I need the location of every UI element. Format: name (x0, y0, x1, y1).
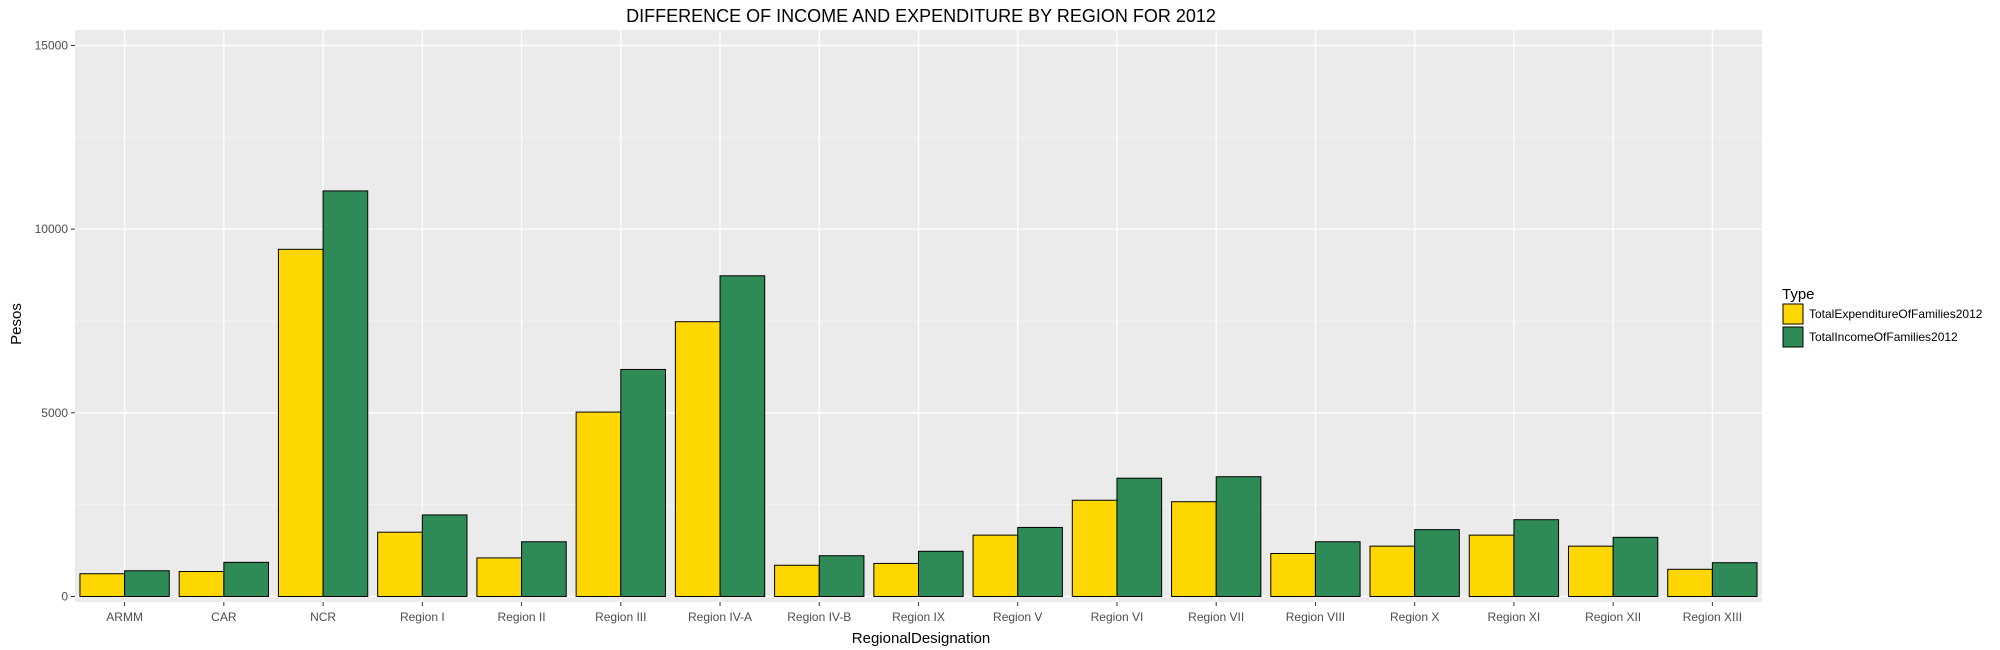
bar (521, 541, 567, 597)
x-tick-label: ARMM (106, 610, 143, 624)
bar (322, 190, 369, 597)
legend-title: Type (1782, 286, 1815, 303)
bar (1071, 499, 1118, 597)
legend-key (1782, 303, 1804, 325)
x-tick-label: Region III (595, 610, 646, 624)
bar (674, 321, 721, 597)
bar (1314, 541, 1361, 597)
bar (178, 571, 225, 597)
plot-panel: 0 5000 10000 15000 ARMM CAR NCR Region I Region … (35, 30, 1762, 624)
y-tick-label: 10000 (35, 222, 69, 236)
bar (1567, 545, 1614, 597)
bar (421, 514, 468, 597)
bar (972, 534, 1019, 597)
legend: Type TotalExpenditureOfFamilies2012 Total… (1782, 286, 1983, 348)
legend-key (1782, 326, 1804, 348)
bar (79, 573, 126, 597)
bar (124, 570, 170, 597)
bar (1017, 526, 1063, 597)
y-tick-label: 0 (61, 589, 68, 603)
bar (377, 531, 423, 597)
bar (918, 550, 964, 597)
bar (719, 275, 766, 597)
bar (1667, 568, 1713, 597)
legend-label: TotalExpenditureOfFamilies2012 (1809, 307, 1983, 321)
bar (1215, 476, 1262, 597)
bar (575, 411, 622, 597)
x-tick-label: Region V (993, 610, 1042, 624)
x-tick-label: Region XII (1585, 610, 1641, 624)
legend-label: TotalIncomeOfFamilies2012 (1809, 330, 1958, 344)
x-tick-label: NCR (310, 610, 336, 624)
bar (873, 562, 919, 597)
x-tick-label: Region XI (1488, 610, 1541, 624)
bar (277, 248, 324, 597)
chart-title: DIFFERENCE OF INCOME AND EXPENDITURE BY … (626, 6, 1216, 26)
x-tick-label: Region I (400, 610, 445, 624)
x-tick-label: Region IX (892, 610, 945, 624)
bar (818, 555, 865, 597)
bar (1468, 534, 1515, 597)
x-tick-label: Region X (1390, 610, 1439, 624)
x-tick-label: Region IV-B (787, 610, 851, 624)
y-tick-label: 5000 (41, 406, 68, 420)
bar (1612, 536, 1659, 597)
x-tick-label: Region VIII (1286, 610, 1345, 624)
x-tick-label: CAR (211, 610, 237, 624)
x-tick-label: Region XIII (1683, 610, 1742, 624)
bar (1116, 477, 1163, 597)
x-axis-title: RegionalDesignation (852, 630, 990, 647)
y-tick-label: 15000 (35, 38, 69, 52)
bar (476, 557, 523, 597)
bar (1513, 519, 1560, 597)
bar (1369, 545, 1416, 597)
bar (1711, 562, 1758, 597)
bar (1414, 529, 1460, 597)
bar (223, 561, 270, 597)
x-tick-label: Region VII (1188, 610, 1244, 624)
bar (620, 368, 666, 597)
x-tick-label: Region VI (1091, 610, 1144, 624)
bar (1171, 501, 1217, 597)
bar (774, 564, 820, 597)
y-axis-title: Pesos (8, 303, 25, 345)
bar (1270, 553, 1316, 597)
x-tick-label: Region II (498, 610, 546, 624)
x-tick-label: Region IV-A (688, 610, 752, 624)
